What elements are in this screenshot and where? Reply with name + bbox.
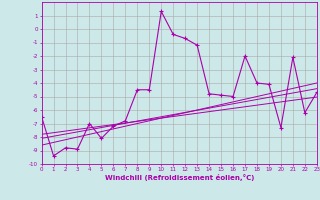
X-axis label: Windchill (Refroidissement éolien,°C): Windchill (Refroidissement éolien,°C) xyxy=(105,174,254,181)
